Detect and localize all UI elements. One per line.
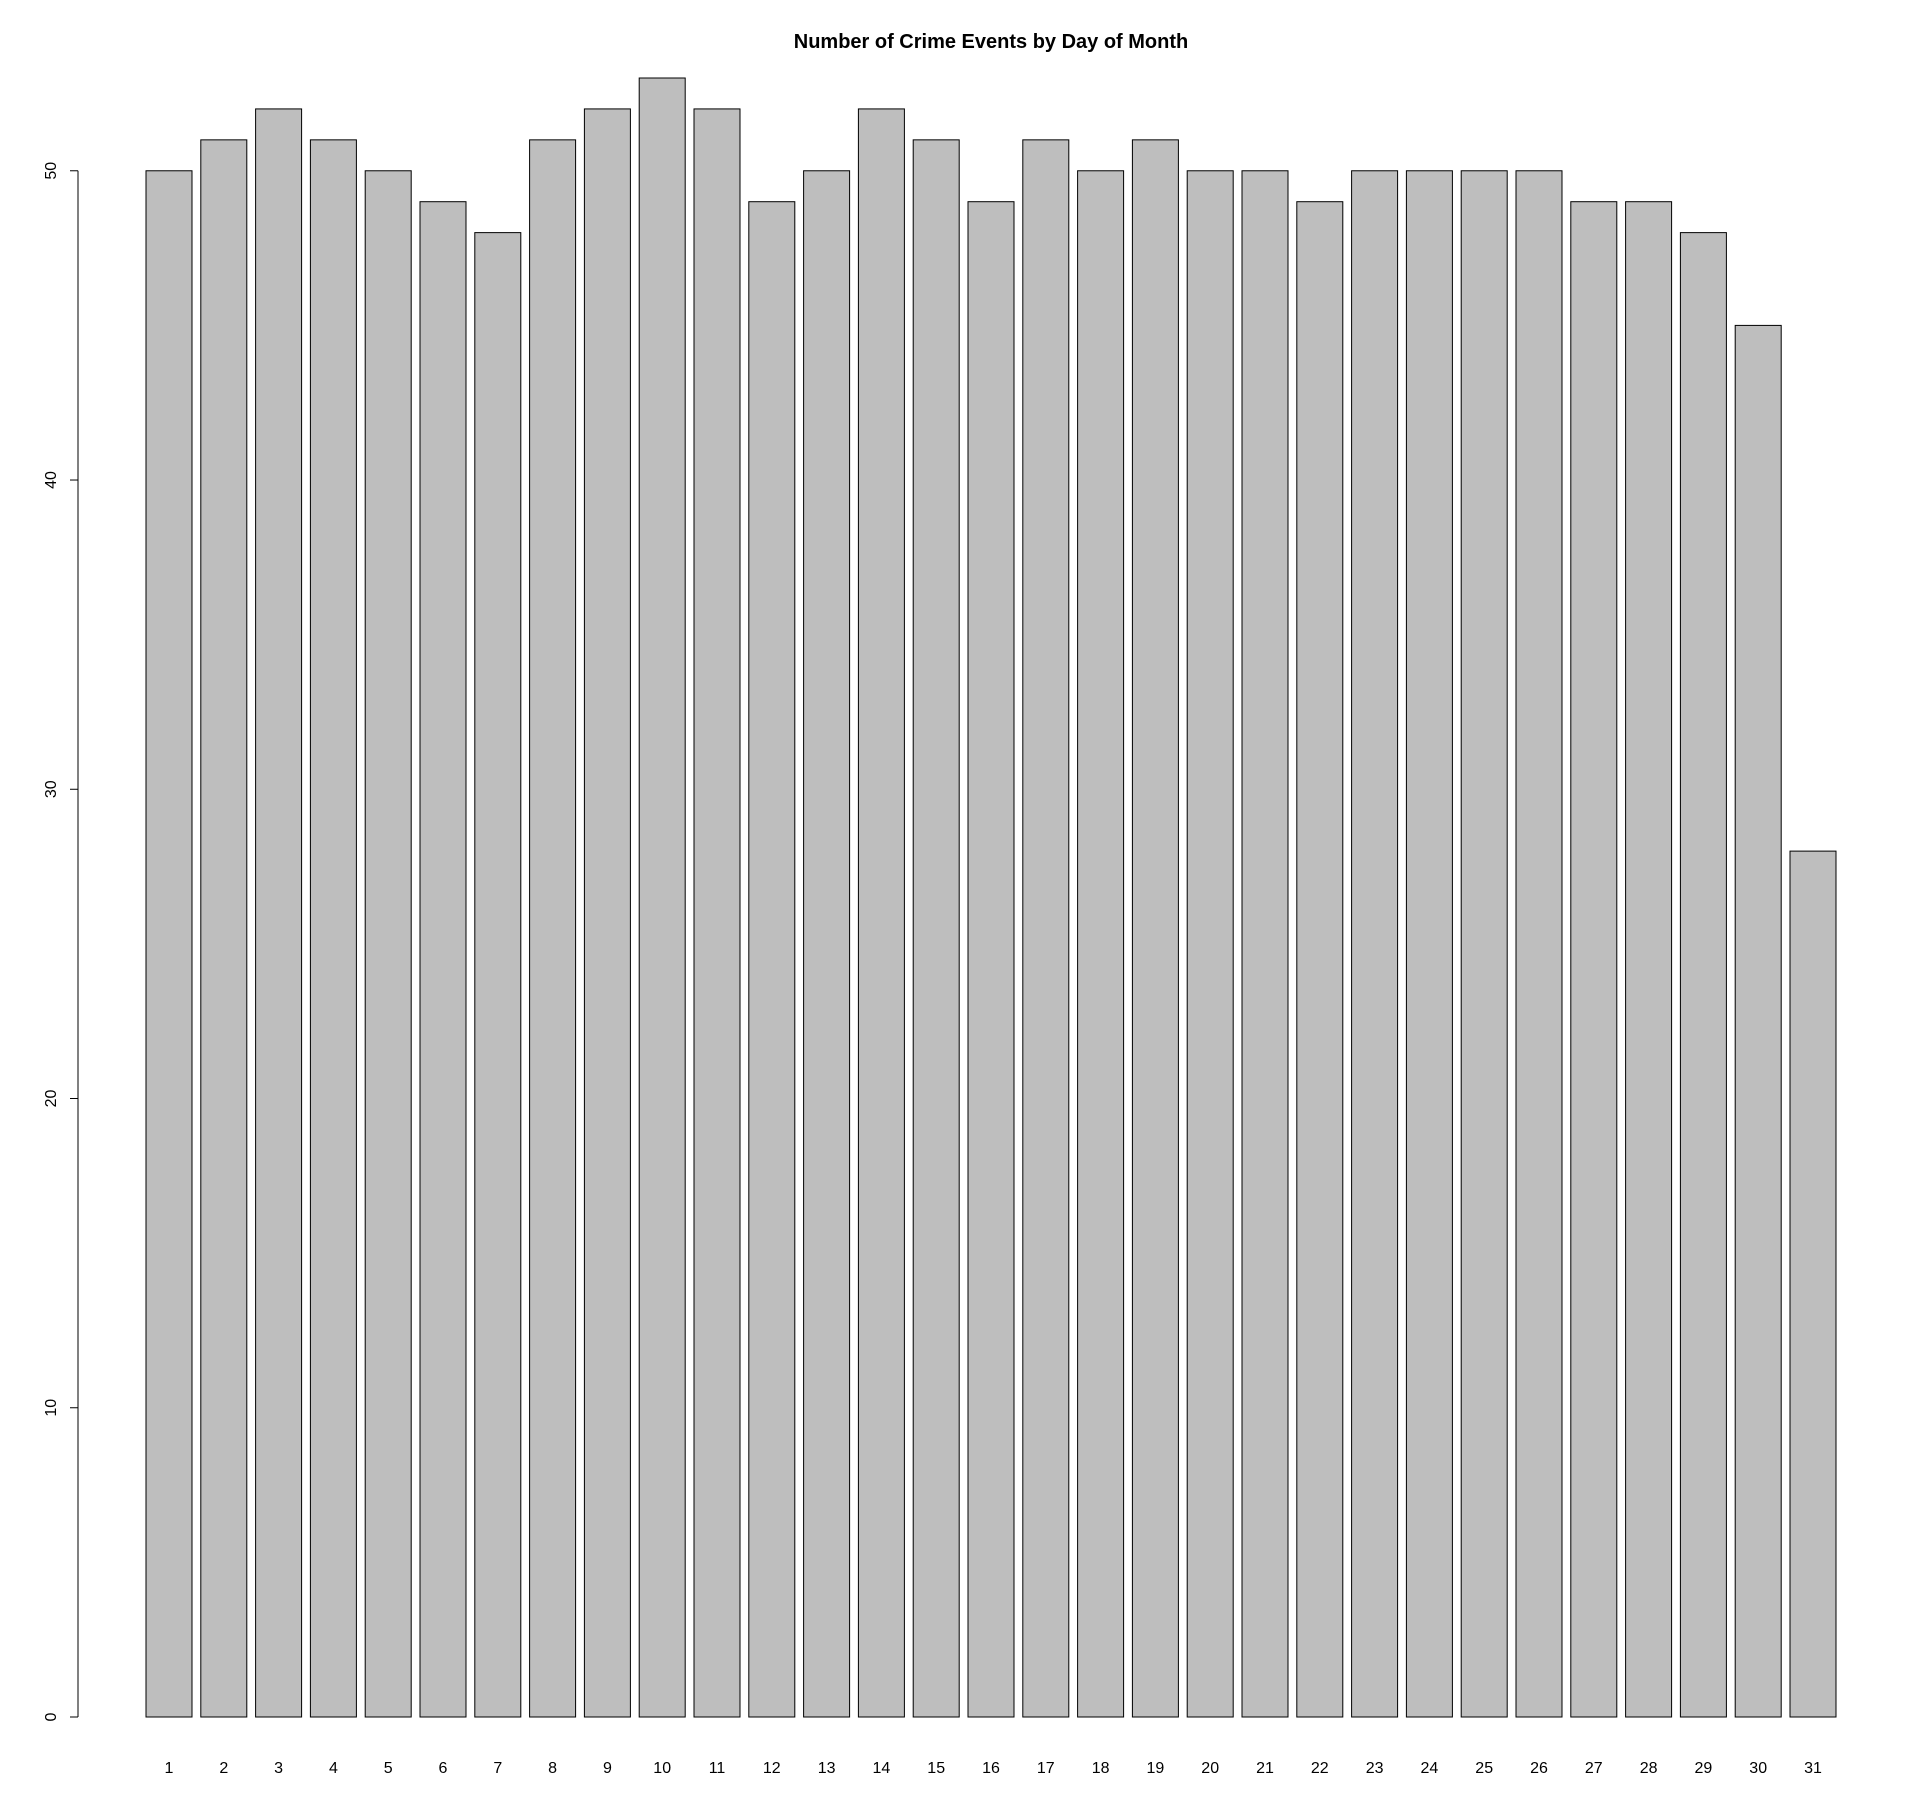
bar-day-18 (1077, 170, 1125, 1718)
bar-day-29 (1679, 232, 1727, 1718)
bar-day-31 (1789, 850, 1837, 1718)
x-tick-label: 12 (763, 1760, 781, 1777)
chart-title: Number of Crime Events by Day of Month (794, 31, 1189, 53)
bar-day-8 (529, 139, 577, 1718)
x-tick-label: 3 (274, 1760, 283, 1777)
bar-day-4 (309, 139, 357, 1718)
x-tick-label: 25 (1475, 1760, 1493, 1777)
bar-day-11 (693, 108, 741, 1718)
bar-day-6 (419, 201, 467, 1718)
x-axis-labels: 1 2 3 4 5 6 7 8 9 10 11 12 13 14 15 16 17 18 19 20 21 22 23 24 2… (165, 1760, 1822, 1777)
x-tick-label: 16 (982, 1760, 1000, 1777)
bar-day-30 (1734, 324, 1782, 1718)
bar-day-17 (1022, 139, 1070, 1718)
x-tick-label: 10 (653, 1760, 671, 1777)
bar-day-9 (583, 108, 631, 1718)
bar-day-20 (1186, 170, 1234, 1718)
x-tick-label: 18 (1092, 1760, 1110, 1777)
y-tick-label: 10 (43, 1399, 60, 1417)
bar-day-1 (145, 170, 193, 1718)
y-tick-label: 50 (43, 162, 60, 180)
bar-day-26 (1515, 170, 1563, 1718)
bar-day-27 (1570, 201, 1618, 1718)
bar-day-7 (474, 232, 522, 1718)
x-tick-label: 15 (927, 1760, 945, 1777)
bar-day-3 (255, 108, 303, 1718)
x-tick-label: 8 (548, 1760, 557, 1777)
bar-day-2 (200, 139, 248, 1718)
x-tick-label: 7 (493, 1760, 502, 1777)
x-tick-label: 29 (1695, 1760, 1713, 1777)
bar-day-13 (803, 170, 851, 1718)
x-tick-label: 4 (329, 1760, 338, 1777)
y-axis: 0 10 20 30 40 50 (43, 162, 79, 1721)
x-tick-label: 22 (1311, 1760, 1329, 1777)
x-tick-label: 26 (1530, 1760, 1548, 1777)
x-tick-label: 1 (165, 1760, 174, 1777)
bar-day-23 (1351, 170, 1399, 1718)
x-tick-label: 17 (1037, 1760, 1055, 1777)
bar-day-21 (1241, 170, 1289, 1718)
x-tick-label: 30 (1749, 1760, 1767, 1777)
x-tick-label: 9 (603, 1760, 612, 1777)
x-tick-label: 19 (1147, 1760, 1165, 1777)
bar-day-12 (748, 201, 796, 1718)
x-tick-label: 23 (1366, 1760, 1384, 1777)
bar-day-19 (1131, 139, 1179, 1718)
x-tick-label: 11 (709, 1760, 726, 1777)
x-tick-label: 2 (219, 1760, 228, 1777)
bars (145, 77, 1837, 1718)
y-tick-label: 20 (43, 1090, 60, 1108)
y-tick-label: 30 (43, 780, 60, 798)
bar-day-14 (857, 108, 905, 1718)
x-tick-label: 27 (1585, 1760, 1603, 1777)
bar-day-10 (638, 77, 686, 1718)
bar-day-24 (1405, 170, 1453, 1718)
x-tick-label: 28 (1640, 1760, 1658, 1777)
x-tick-label: 31 (1804, 1760, 1822, 1777)
bar-day-16 (967, 201, 1015, 1718)
bar-day-28 (1625, 201, 1673, 1718)
x-tick-label: 13 (818, 1760, 836, 1777)
bar-day-5 (364, 170, 412, 1718)
x-tick-label: 14 (873, 1760, 891, 1777)
bar-day-15 (912, 139, 960, 1718)
bar-day-22 (1296, 201, 1344, 1718)
y-tick-label: 40 (43, 471, 60, 489)
x-tick-label: 6 (439, 1760, 448, 1777)
x-tick-label: 21 (1256, 1760, 1274, 1777)
x-tick-label: 5 (384, 1760, 393, 1777)
x-tick-label: 24 (1421, 1760, 1439, 1777)
x-tick-label: 20 (1201, 1760, 1219, 1777)
y-tick-label: 0 (43, 1712, 60, 1721)
bar-day-25 (1460, 170, 1508, 1718)
